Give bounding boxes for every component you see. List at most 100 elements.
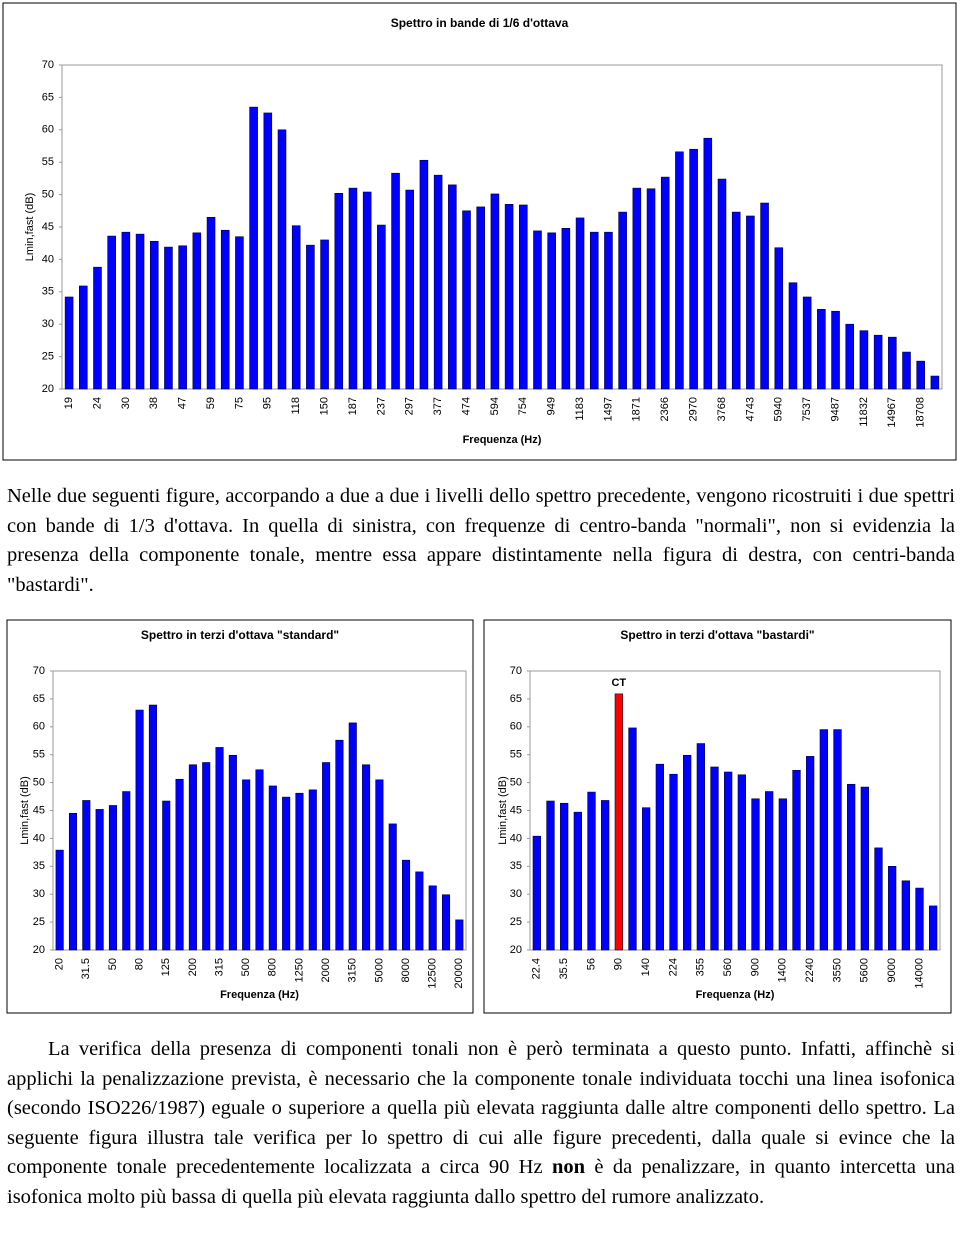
x-tick-label: 56 (585, 958, 597, 970)
bar (291, 225, 301, 390)
y-tick-label: 25 (510, 916, 522, 928)
bar (817, 308, 826, 390)
bar (455, 919, 464, 951)
x-tick-label: 30 (120, 397, 132, 409)
y-axis-label: Lmin,fast (dB) (24, 193, 36, 261)
bar (675, 151, 684, 390)
x-tick-label: 474 (460, 397, 472, 415)
y-tick-label: 45 (33, 804, 45, 816)
y-tick-label: 20 (33, 944, 45, 956)
bar (268, 785, 277, 951)
y-axis-label: Lmin,fast (dB) (19, 776, 31, 844)
bar (532, 835, 541, 951)
bar (915, 887, 924, 951)
bar (504, 204, 514, 390)
bar (916, 360, 925, 390)
x-tick-label: 90 (613, 958, 625, 970)
x-tick-label: 50 (107, 958, 119, 970)
y-tick-label: 35 (42, 286, 54, 298)
bar (249, 106, 258, 390)
bar (391, 172, 400, 390)
bar (587, 791, 596, 951)
y-tick-label: 70 (33, 665, 45, 677)
x-tick-label: 560 (722, 958, 734, 976)
bar (242, 779, 251, 951)
x-tick-label: 19 (63, 397, 75, 409)
bar (164, 246, 173, 390)
bar (402, 859, 411, 951)
x-tick-label: 59 (205, 397, 217, 409)
bar (689, 148, 698, 390)
y-tick-label: 35 (510, 860, 522, 872)
bar (428, 885, 437, 951)
y-tick-label: 50 (33, 777, 45, 789)
bar (178, 245, 187, 390)
bar (149, 240, 159, 390)
x-tick-label: 900 (749, 958, 761, 976)
x-tick-label: 47 (177, 397, 189, 409)
bar (774, 247, 784, 390)
bar (806, 756, 815, 951)
y-tick-label: 20 (42, 383, 54, 395)
bar (751, 798, 760, 951)
x-tick-label: 9000 (886, 958, 898, 982)
paragraph: La verifica della presenza di componenti… (7, 1035, 955, 1212)
bar (847, 783, 856, 951)
x-tick-label: 315 (213, 958, 225, 976)
y-tick-label: 65 (33, 693, 45, 705)
paragraph-bold: non (551, 1156, 585, 1178)
bar (448, 184, 457, 390)
bar (295, 792, 304, 951)
y-tick-label: 65 (510, 693, 522, 705)
bar (888, 865, 897, 951)
x-tick-label: 377 (432, 397, 444, 415)
x-tick-label: 11832 (858, 397, 870, 427)
x-tick-label: 4743 (744, 397, 756, 421)
bar (731, 211, 741, 390)
x-tick-label: 949 (546, 397, 558, 415)
bar (462, 210, 471, 390)
bar (215, 747, 224, 951)
bar (717, 178, 727, 390)
bar (696, 743, 705, 951)
chart-title: Spettro in terzi d'ottava "bastardi" (620, 628, 814, 642)
x-tick-label: 14000 (913, 958, 925, 989)
bar (202, 762, 211, 951)
x-tick-label: 5940 (773, 397, 785, 421)
paragraph-text: è da penalizzare, in quanto intercetta u… (7, 1156, 955, 1208)
x-tick-label: 500 (240, 958, 252, 976)
bar (206, 216, 216, 390)
bar (628, 727, 637, 951)
x-tick-label: 1183 (574, 397, 586, 421)
x-tick-label: 140 (640, 958, 652, 976)
x-axis-label: Frequenza (Hz) (696, 989, 775, 1001)
bar (348, 722, 357, 951)
bar (228, 754, 237, 951)
bar (277, 129, 287, 390)
x-tick-label: 95 (262, 397, 274, 409)
y-tick-label: 40 (510, 832, 522, 844)
x-tick-label: 20000 (453, 958, 465, 989)
y-tick-label: 30 (42, 318, 54, 330)
bar (308, 789, 317, 951)
bar (819, 729, 828, 951)
bar (64, 296, 74, 390)
bar (108, 805, 117, 951)
y-tick-label: 45 (42, 221, 54, 233)
bar (902, 351, 911, 390)
x-tick-label: 12500 (427, 958, 439, 989)
x-tick-label: 38 (148, 397, 160, 409)
bar (121, 231, 131, 390)
bar (845, 323, 855, 390)
bar (490, 193, 500, 390)
bar (135, 709, 144, 951)
x-tick-label: 1871 (631, 397, 643, 421)
bar (746, 215, 755, 390)
bar (433, 174, 443, 390)
bar (546, 800, 555, 951)
y-tick-label: 25 (33, 916, 45, 928)
bar (703, 137, 713, 390)
bar (335, 739, 344, 951)
y-axis-label: Lmin,fast (dB) (497, 776, 509, 844)
